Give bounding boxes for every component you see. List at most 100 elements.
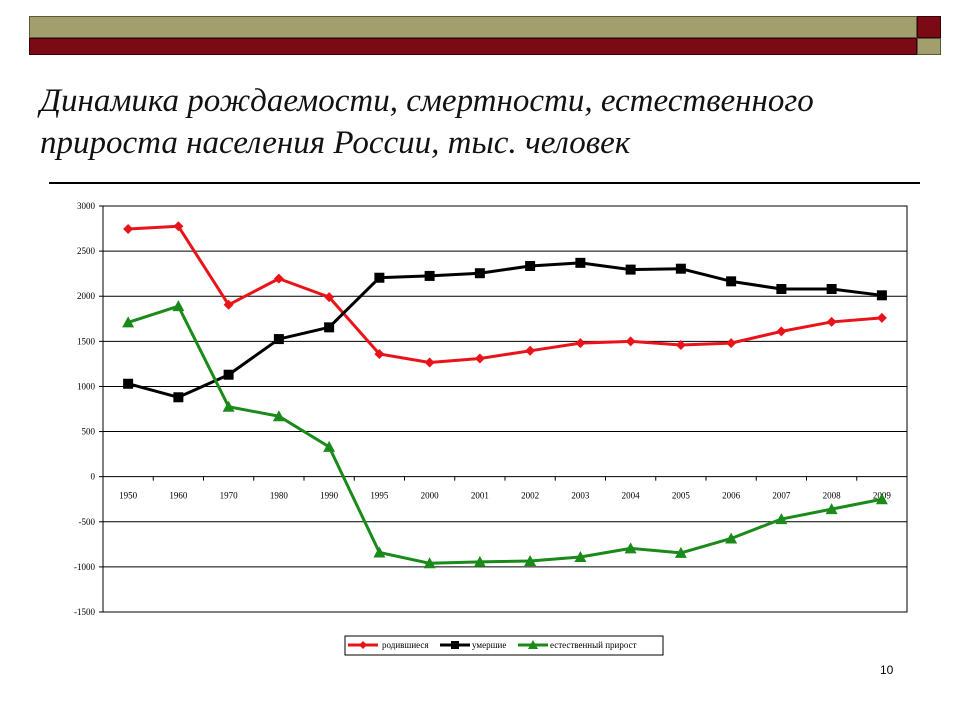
y-tick-label: 2000	[77, 291, 96, 301]
data-point	[223, 299, 234, 310]
data-point	[423, 557, 436, 569]
data-point	[373, 546, 386, 558]
data-point	[273, 334, 284, 345]
data-point	[272, 410, 285, 422]
x-tick-label: 1980	[270, 491, 289, 501]
data-point	[826, 316, 837, 327]
data-point	[122, 316, 135, 328]
x-tick-label: 1950	[119, 491, 138, 501]
y-tick-label: -1000	[74, 562, 95, 572]
data-point	[776, 326, 787, 337]
x-tick-label: 2004	[622, 491, 641, 501]
series-3	[122, 300, 888, 569]
data-point	[323, 440, 336, 452]
data-point	[474, 353, 485, 364]
data-point	[173, 392, 184, 403]
x-tick-label: 2007	[772, 491, 791, 501]
series-line	[127, 304, 883, 565]
data-point	[675, 339, 686, 350]
data-point	[223, 369, 234, 380]
data-point	[574, 550, 587, 562]
y-tick-label: -500	[79, 517, 96, 527]
data-point	[825, 503, 838, 515]
y-tick-label: 3000	[77, 201, 96, 211]
series-line	[127, 261, 883, 399]
y-axis-ticks: 3000 2500 2000 1500 1000 500 0 -500 -1000 -1500	[74, 201, 103, 617]
data-point	[826, 284, 837, 295]
slide-title-line-2: прироста населения России, тыс. человек	[40, 125, 631, 161]
x-tick-label: 2001	[471, 491, 489, 501]
data-point	[374, 348, 385, 359]
data-point	[775, 513, 788, 525]
x-tick-label: 1970	[220, 491, 239, 501]
data-point	[324, 322, 335, 333]
data-point	[726, 276, 737, 287]
data-point	[675, 263, 686, 274]
x-tick-label: 2000	[421, 491, 440, 501]
y-tick-label: 0	[91, 472, 96, 482]
series-line	[128, 224, 882, 365]
data-point	[123, 224, 134, 235]
header-corner-square-olive	[917, 38, 941, 55]
slide-title: Динамика рождаемости, смертности, естест…	[40, 80, 920, 164]
data-point	[625, 264, 636, 275]
y-tick-label: 500	[82, 427, 96, 437]
data-point	[876, 312, 887, 323]
data-point	[173, 221, 184, 232]
data-point	[625, 336, 636, 347]
y-tick-label: 1000	[77, 381, 96, 391]
data-point	[876, 290, 887, 301]
page-number: 10	[880, 663, 894, 677]
data-point	[172, 300, 185, 312]
data-point	[123, 378, 134, 389]
x-tick-label: 2003	[571, 491, 590, 501]
header-band-maroon	[29, 38, 917, 55]
data-point	[222, 400, 235, 412]
data-point	[525, 345, 536, 356]
x-tick-label: 1960	[169, 491, 188, 501]
legend-marker	[528, 640, 538, 649]
x-tick-label: 1990	[320, 491, 339, 501]
data-point	[525, 260, 536, 271]
legend-marker	[359, 641, 367, 649]
series-2	[123, 257, 887, 403]
data-point	[875, 493, 888, 505]
x-tick-label: 2008	[823, 491, 842, 501]
y-tick-label: 2500	[77, 246, 96, 256]
data-point	[374, 272, 385, 283]
y-tick-label: 1500	[77, 336, 96, 346]
legend-label: умершие	[472, 640, 506, 650]
data-point	[324, 292, 335, 303]
series-lines	[122, 221, 888, 569]
data-point	[726, 338, 737, 349]
data-point	[273, 273, 284, 284]
plot-area	[102, 205, 908, 613]
data-point	[473, 555, 486, 567]
legend-label: естественный прирост	[550, 640, 637, 650]
data-point	[575, 257, 586, 268]
legend-box	[344, 635, 664, 656]
data-point	[575, 338, 586, 349]
x-axis-ticks: 1950 1960 1970 1980 1990 1995 2000 2001 2002 2003…	[102, 476, 908, 501]
legend-label: родившиеся	[382, 640, 429, 650]
data-point	[624, 542, 637, 554]
x-tick-label: 2005	[672, 491, 691, 501]
gridlines	[103, 250, 907, 568]
data-point	[424, 357, 435, 368]
data-point	[524, 555, 537, 567]
header-corner-square-maroon	[917, 16, 941, 38]
y-tick-label: -1500	[74, 607, 95, 617]
header-band-olive	[29, 16, 917, 38]
x-tick-label: 2006	[722, 491, 741, 501]
data-point	[474, 268, 485, 279]
data-point	[674, 546, 687, 558]
data-point	[725, 532, 738, 544]
data-point	[424, 270, 435, 281]
data-point	[776, 284, 787, 295]
slide-title-line-1: Динамика рождаемости, смертности, естест…	[40, 83, 814, 119]
series-1	[123, 221, 887, 368]
x-tick-label: 2002	[521, 491, 539, 501]
legend-marker	[451, 641, 459, 649]
title-divider	[49, 182, 920, 184]
